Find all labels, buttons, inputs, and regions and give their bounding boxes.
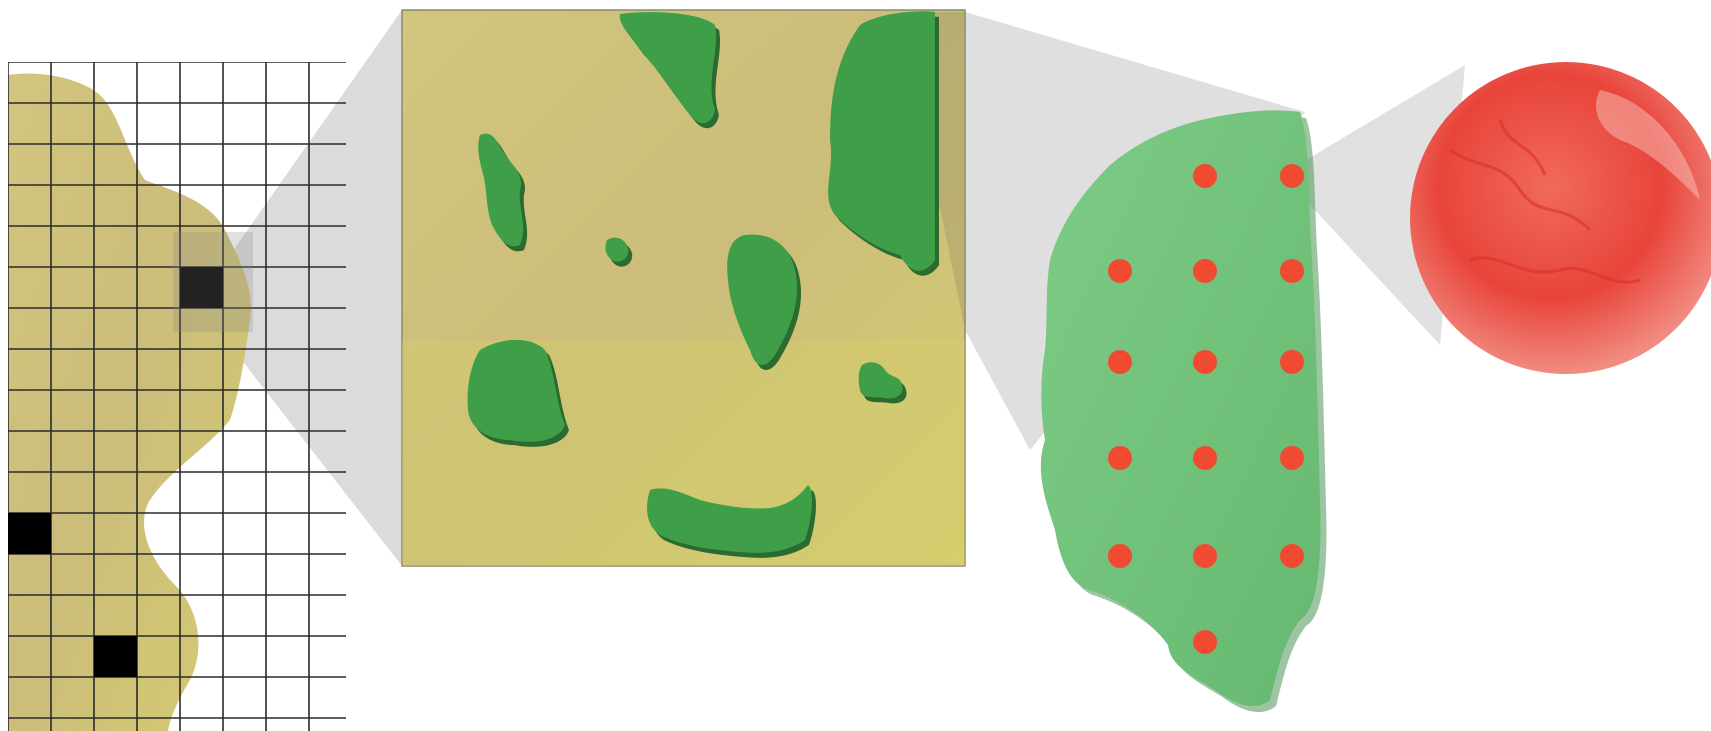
habitat-patch <box>478 133 524 247</box>
projection-cone-grid-to-square <box>173 10 402 566</box>
habitat-patches <box>467 11 939 558</box>
habitat-patch <box>727 234 798 366</box>
habitat-patch <box>858 362 903 399</box>
sample-point <box>1193 446 1217 470</box>
habitat-patch <box>647 485 812 553</box>
soil-sample-texture <box>1449 119 1641 284</box>
habitat-patch <box>828 11 935 271</box>
sample-point <box>1193 259 1217 283</box>
soil-sample <box>1410 62 1711 374</box>
habitat-patch <box>619 12 717 124</box>
grid-lines <box>8 62 346 731</box>
sample-point <box>1193 350 1217 374</box>
selected-grid-cell <box>94 636 137 677</box>
sample-point <box>1280 446 1304 470</box>
selected-grid-cells <box>8 267 223 677</box>
soil-sample-highlight <box>1596 90 1700 200</box>
sample-point <box>1108 446 1132 470</box>
sample-points <box>1108 164 1304 654</box>
sample-point <box>1193 544 1217 568</box>
soil-sample-disk <box>1410 62 1711 374</box>
grid-map <box>8 62 346 731</box>
selected-grid-cell <box>180 267 223 308</box>
zoomed-landscape <box>401 9 966 567</box>
sample-point <box>1108 350 1132 374</box>
sample-point <box>1193 630 1217 654</box>
sample-point <box>1193 164 1217 188</box>
selected-grid-cell <box>8 513 51 554</box>
habitat-patch <box>605 237 629 262</box>
sample-point <box>1108 544 1132 568</box>
habitat-patch <box>467 339 565 442</box>
grid-highlight-overlay <box>173 232 253 332</box>
sample-point <box>1280 350 1304 374</box>
sample-point <box>1280 259 1304 283</box>
sample-point <box>1280 544 1304 568</box>
habitat-field-shape <box>1040 110 1321 707</box>
sample-point <box>1280 164 1304 188</box>
habitat-field <box>1040 110 1327 713</box>
grid-map-landscape <box>8 73 251 731</box>
sample-point <box>1108 259 1132 283</box>
